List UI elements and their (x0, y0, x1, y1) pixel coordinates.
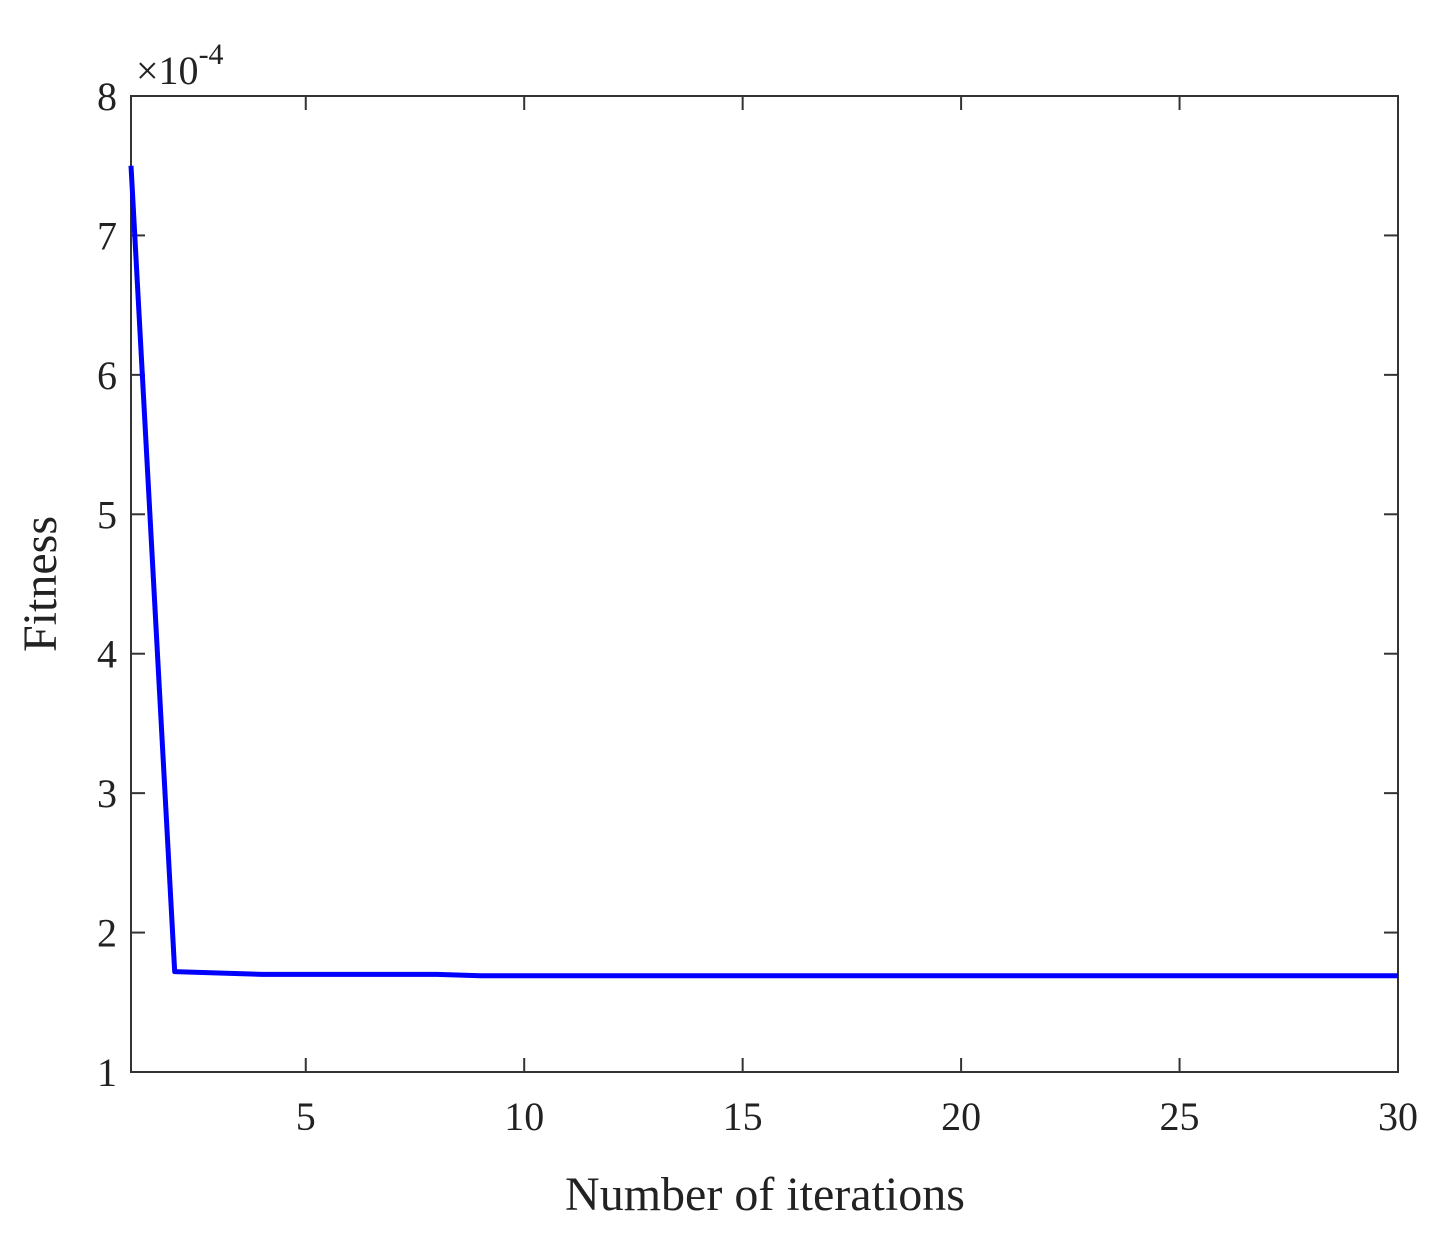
y-tick-label: 1 (97, 1050, 117, 1095)
exponent-base: ×10 (136, 48, 199, 93)
y-tick-label: 6 (97, 353, 117, 398)
x-tick-label: 30 (1378, 1094, 1418, 1139)
x-tick-label: 5 (296, 1094, 316, 1139)
x-tick-label: 25 (1160, 1094, 1200, 1139)
y-tick-label: 2 (97, 911, 117, 956)
x-axis-label: Number of iterations (565, 1168, 965, 1221)
y-tick-label: 7 (97, 213, 117, 258)
y-tick-label: 3 (97, 771, 117, 816)
x-tick-label: 15 (723, 1094, 763, 1139)
y-axis-label: Fitness (14, 516, 67, 652)
exponent-power: -4 (199, 38, 224, 71)
x-tick-label: 20 (941, 1094, 981, 1139)
plot-area (130, 95, 1399, 1073)
y-tick-label: 4 (97, 632, 117, 677)
y-exponent: ×10-4 (136, 38, 224, 93)
data-line (128, 165, 1398, 979)
y-tick-label: 8 (97, 74, 117, 119)
y-tick-label: 5 (97, 492, 117, 537)
x-tick-label: 10 (504, 1094, 544, 1139)
